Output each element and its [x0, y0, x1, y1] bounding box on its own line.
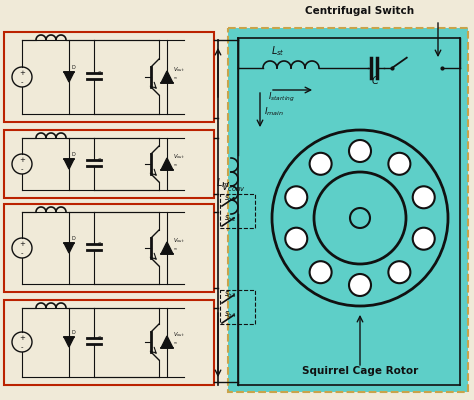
Text: $s_{b4}$: $s_{b4}$ — [224, 310, 237, 320]
Polygon shape — [64, 159, 74, 169]
Bar — [228, 28, 468, 392]
Text: $L_{st}$: $L_{st}$ — [271, 44, 285, 58]
Text: C: C — [372, 76, 379, 86]
Polygon shape — [161, 242, 173, 254]
Polygon shape — [161, 158, 173, 170]
Text: $L_m$: $L_m$ — [216, 176, 229, 190]
Circle shape — [285, 186, 307, 208]
Polygon shape — [64, 243, 74, 253]
Circle shape — [349, 140, 371, 162]
Text: $s_{b3}$: $s_{b3}$ — [224, 290, 237, 300]
Text: +: + — [19, 335, 25, 341]
Circle shape — [349, 274, 371, 296]
Circle shape — [388, 261, 410, 283]
Text: C: C — [98, 71, 101, 76]
Polygon shape — [161, 336, 173, 348]
Circle shape — [310, 153, 332, 175]
Text: Centrifugal Switch: Centrifugal Switch — [305, 6, 415, 16]
Text: $_{m}$: $_{m}$ — [173, 76, 178, 82]
Text: D: D — [72, 65, 76, 70]
Text: $V_{conv}$: $V_{conv}$ — [221, 180, 246, 194]
Text: -: - — [21, 166, 23, 172]
Text: $V_{out}$: $V_{out}$ — [173, 65, 185, 74]
Text: D: D — [72, 152, 76, 157]
Text: $I_{main}$: $I_{main}$ — [264, 106, 284, 118]
Text: $V_{out}$: $V_{out}$ — [173, 152, 185, 161]
Text: $_{m}$: $_{m}$ — [173, 246, 178, 253]
Circle shape — [388, 153, 410, 175]
Text: D: D — [72, 330, 76, 335]
Polygon shape — [64, 72, 74, 82]
Text: -: - — [21, 250, 23, 256]
Text: $s_{b2}$: $s_{b2}$ — [224, 213, 236, 224]
Text: D: D — [72, 236, 76, 241]
Text: $V_{out}$: $V_{out}$ — [173, 330, 185, 339]
Bar — [4, 32, 214, 122]
Bar — [4, 204, 214, 292]
Bar — [220, 290, 255, 324]
Circle shape — [413, 228, 435, 250]
Circle shape — [285, 228, 307, 250]
Polygon shape — [64, 337, 74, 347]
Text: -: - — [21, 79, 23, 85]
Circle shape — [310, 261, 332, 283]
Bar — [4, 130, 214, 198]
Text: $s_{b1}$: $s_{b1}$ — [224, 193, 236, 204]
Text: Squirrel Cage Rotor: Squirrel Cage Rotor — [302, 366, 418, 376]
Text: +: + — [19, 70, 25, 76]
Bar — [220, 194, 255, 228]
Text: +: + — [19, 241, 25, 247]
Text: +: + — [19, 157, 25, 163]
Text: -: - — [21, 344, 23, 350]
Circle shape — [413, 186, 435, 208]
Text: C: C — [98, 242, 101, 247]
Text: $V_{out}$: $V_{out}$ — [173, 236, 185, 245]
Text: $_{m}$: $_{m}$ — [173, 341, 178, 347]
Circle shape — [314, 172, 406, 264]
Text: C: C — [98, 336, 101, 341]
Circle shape — [272, 130, 448, 306]
Text: $I_{starting}$: $I_{starting}$ — [268, 91, 295, 104]
Bar — [4, 300, 214, 385]
Polygon shape — [161, 71, 173, 83]
Text: C: C — [98, 158, 101, 163]
Text: $_{m}$: $_{m}$ — [173, 162, 178, 169]
